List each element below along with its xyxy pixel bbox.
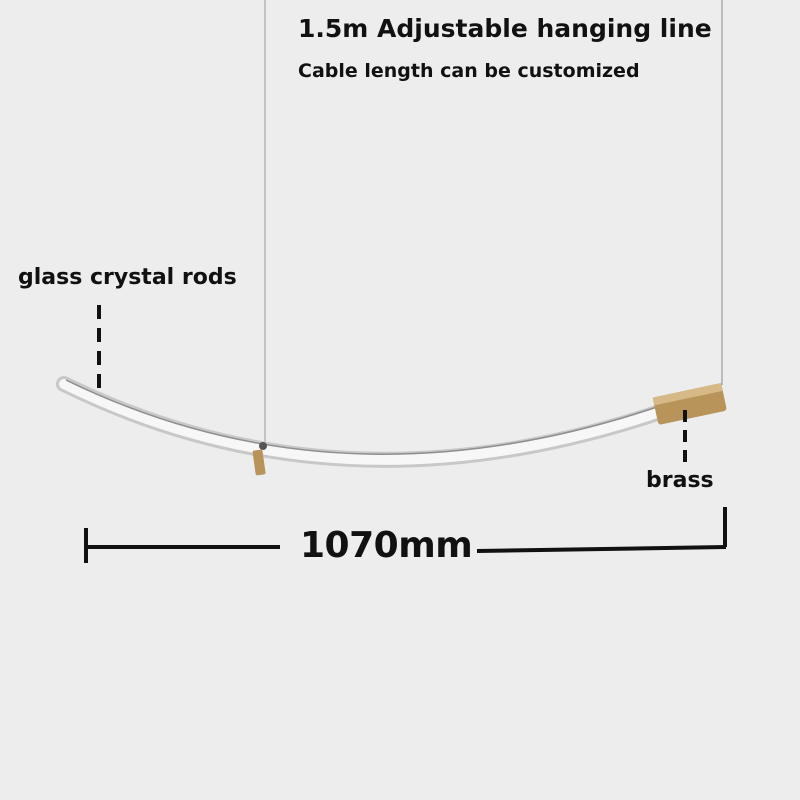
subtitle: Cable length can be customized (298, 60, 640, 82)
glass-label: glass crystal rods (18, 265, 237, 290)
title: 1.5m Adjustable hanging line (298, 14, 712, 43)
dimension-label: 1070mm (300, 525, 473, 566)
brass-clip (252, 442, 267, 476)
glass-rod (56, 376, 668, 468)
brass-label: brass (646, 468, 714, 493)
brass-end-cap (652, 383, 727, 425)
dimension-line (84, 507, 727, 563)
